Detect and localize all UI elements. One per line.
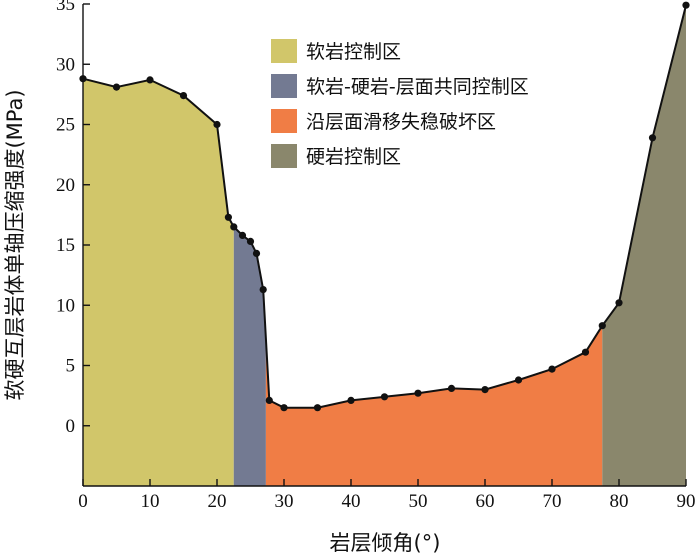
data-point [259, 286, 267, 294]
region-fill-1 [83, 78, 234, 486]
y-tick-label: 20 [56, 175, 75, 196]
data-point [648, 134, 657, 142]
region-fills [83, 5, 686, 486]
x-tick-label: 70 [543, 491, 562, 512]
ticks: 0 10 20 30 40 50 60 70 80 90 0 5 10 15 20 25 30 35 [56, 0, 696, 512]
y-tick-label: 0 [66, 416, 76, 437]
data-point [246, 237, 255, 245]
x-tick-label: 10 [141, 491, 160, 512]
legend-label-3: 沿层面滑移失稳破坏区 [306, 111, 496, 133]
y-tick-label: 5 [66, 356, 76, 377]
x-tick-label: 90 [677, 491, 696, 512]
legend-label-1: 软岩控制区 [306, 41, 401, 63]
data-point [79, 75, 87, 83]
data-point [265, 396, 273, 404]
data-point [146, 76, 154, 84]
x-tick-label: 0 [78, 491, 88, 512]
x-tick-label: 20 [208, 491, 227, 512]
data-point [252, 249, 261, 257]
y-tick-label: 25 [56, 115, 75, 136]
region-fill-2 [233, 226, 266, 486]
x-tick-label: 30 [275, 491, 294, 512]
data-point [548, 365, 556, 373]
data-point [481, 386, 489, 394]
data-point [682, 1, 690, 9]
region-fill-3 [265, 325, 603, 486]
strength-curve [82, 4, 687, 409]
legend-label-4: 硬岩控制区 [306, 146, 401, 168]
data-point [414, 389, 422, 397]
data-point [514, 376, 523, 384]
x-tick-label: 40 [342, 491, 361, 512]
data-point [213, 120, 221, 129]
data-point [380, 393, 389, 401]
legend-swatch-1 [271, 39, 297, 63]
legend-label-2: 软岩-硬岩-层面共同控制区 [306, 76, 529, 98]
data-point [615, 299, 623, 307]
curve [82, 4, 687, 409]
x-tick-label: 50 [409, 491, 428, 512]
y-axis-label: 软硬互层岩体单轴压缩强度(MPa) [3, 89, 27, 400]
data-point [280, 404, 288, 412]
x-tick-label: 80 [610, 491, 629, 512]
x-tick-label: 60 [476, 491, 495, 512]
data-point [224, 213, 232, 221]
legend-swatch-4 [271, 144, 297, 168]
x-axis-label: 岩层倾角(°) [330, 531, 441, 555]
data-point [238, 231, 247, 239]
data-point [581, 348, 590, 356]
data-points [79, 1, 690, 412]
data-point [447, 384, 456, 392]
data-point [598, 322, 606, 330]
data-point [112, 83, 121, 91]
legend-swatch-3 [271, 109, 297, 133]
y-tick-label: 10 [56, 295, 75, 316]
y-tick-label: 35 [56, 0, 75, 15]
y-tick-label: 30 [56, 54, 75, 75]
legend-swatch-2 [271, 74, 297, 98]
data-point [347, 396, 355, 404]
data-point [179, 92, 188, 100]
data-point [230, 223, 238, 231]
region-fill-4 [602, 5, 686, 486]
y-tick-label: 15 [56, 235, 75, 256]
data-point [313, 404, 322, 412]
